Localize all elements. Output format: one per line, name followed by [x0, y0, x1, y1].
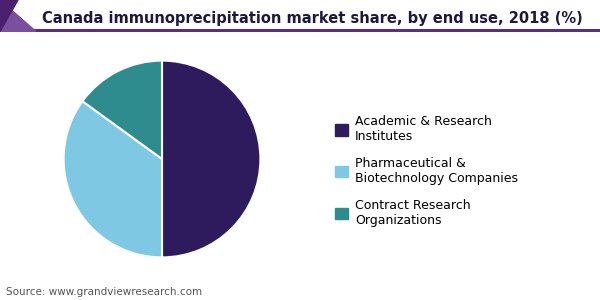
Text: Source: www.grandviewresearch.com: Source: www.grandviewresearch.com	[6, 287, 202, 297]
Polygon shape	[0, 0, 36, 32]
Wedge shape	[64, 101, 162, 257]
Wedge shape	[82, 61, 162, 159]
Wedge shape	[162, 61, 260, 257]
Legend: Academic & Research
Institutes, Pharmaceutical &
Biotechnology Companies, Contra: Academic & Research Institutes, Pharmace…	[330, 110, 523, 232]
Text: Canada immunoprecipitation market share, by end use, 2018 (%): Canada immunoprecipitation market share,…	[41, 11, 583, 26]
Polygon shape	[0, 0, 18, 32]
